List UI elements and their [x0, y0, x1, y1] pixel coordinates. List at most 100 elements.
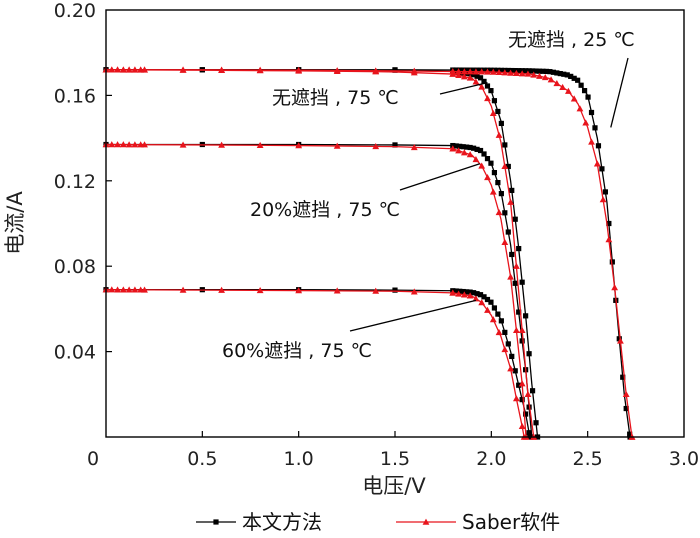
data-point: [582, 119, 590, 126]
x-tick-label: 0.5: [187, 448, 217, 470]
data-point: [484, 83, 491, 89]
data-point: [256, 67, 264, 74]
data-point: [125, 141, 133, 148]
series-line: [106, 289, 531, 438]
legend-item: 本文方法: [196, 510, 322, 534]
data-point: [460, 73, 468, 80]
data-point: [477, 75, 484, 81]
annotation: 20%遮挡 , 75 ℃: [250, 163, 480, 221]
data-point: [495, 179, 501, 186]
data-point: [516, 309, 522, 315]
legend-label: Saber软件: [462, 510, 560, 534]
data-point: [501, 162, 509, 170]
data-point: [141, 66, 148, 73]
data-point: [498, 67, 504, 73]
data-point: [585, 94, 591, 100]
data-point: [609, 259, 615, 265]
data-point: [455, 68, 462, 75]
data-point: [505, 67, 511, 74]
data-point: [505, 163, 511, 170]
legend-swatch-marker: [422, 518, 430, 525]
data-point: [488, 299, 494, 305]
data-point: [616, 336, 622, 342]
data-point: [449, 289, 457, 296]
data-point: [460, 68, 468, 75]
data-point: [536, 72, 543, 79]
data-point: [478, 299, 486, 306]
y-tick-label: 0.20: [54, 0, 96, 22]
data-point: [526, 68, 532, 74]
data-point: [478, 162, 486, 169]
data-point: [477, 292, 484, 298]
data-point: [611, 284, 619, 291]
plot-border: [105, 9, 685, 438]
data-point: [564, 72, 570, 78]
data-point: [588, 109, 595, 116]
legend-item: Saber软件: [396, 510, 560, 534]
series-line: [105, 69, 535, 438]
y-tick-label: 0.16: [54, 85, 96, 107]
y-axis-label: 电流/A: [3, 191, 27, 255]
data-point: [488, 160, 494, 166]
annotation: 无遮挡 , 25 ℃: [508, 29, 635, 128]
data-point: [605, 236, 613, 243]
data-point: [540, 68, 546, 74]
data-point: [464, 144, 470, 150]
data-point: [595, 143, 602, 149]
data-point: [471, 145, 477, 151]
data-point: [295, 287, 303, 294]
data-point: [519, 397, 525, 403]
data-point: [489, 188, 497, 195]
data-point: [108, 286, 116, 293]
data-point: [507, 273, 514, 280]
data-point: [466, 292, 474, 299]
data-point: [627, 431, 633, 437]
data-point: [578, 82, 584, 88]
data-point: [554, 70, 560, 76]
data-point: [119, 286, 127, 293]
data-point: [495, 68, 503, 76]
data-point: [501, 69, 509, 76]
data-point: [466, 68, 474, 75]
data-point: [602, 189, 608, 195]
annotation-label: 无遮挡 , 75 ℃: [272, 87, 399, 109]
data-point: [489, 316, 497, 323]
data-point: [333, 287, 341, 294]
data-point: [519, 279, 525, 285]
data-point: [179, 141, 187, 148]
data-point: [570, 95, 578, 102]
data-point: [523, 68, 529, 74]
data-point: [179, 286, 187, 293]
data-point: [131, 66, 139, 73]
data-point: [622, 390, 630, 398]
data-point: [141, 141, 148, 148]
data-point: [484, 296, 491, 303]
data-point: [484, 306, 491, 313]
data-point: [526, 351, 532, 357]
data-point: [536, 68, 543, 74]
data-point: [509, 251, 515, 258]
data-point: [478, 83, 486, 90]
data-point: [218, 66, 225, 74]
data-point: [481, 294, 487, 300]
data-point: [507, 365, 514, 372]
data-point: [455, 290, 462, 297]
legend-swatch-marker: [213, 519, 219, 525]
data-point: [512, 280, 518, 286]
data-point: [559, 83, 567, 91]
data-point: [295, 142, 303, 149]
y-tick-label: 0.04: [54, 342, 96, 364]
x-tick-label: 2.5: [573, 448, 603, 470]
data-point: [533, 420, 539, 426]
annotation-leader-line: [610, 57, 629, 128]
data-point: [179, 66, 187, 73]
data-point: [295, 67, 303, 74]
data-point: [464, 67, 470, 73]
data-point: [507, 198, 514, 205]
series-line: [106, 69, 631, 438]
data-point: [455, 71, 462, 79]
data-point: [491, 98, 498, 104]
data-point: [457, 143, 463, 149]
data-point: [108, 141, 116, 148]
data-point: [125, 66, 133, 73]
